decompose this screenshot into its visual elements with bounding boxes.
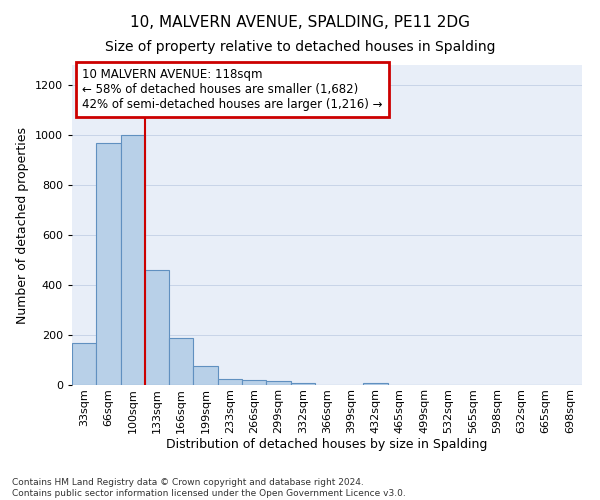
Text: Size of property relative to detached houses in Spalding: Size of property relative to detached ho… [105, 40, 495, 54]
Bar [266, 381, 290, 385]
Text: Contains HM Land Registry data © Crown copyright and database right 2024.
Contai: Contains HM Land Registry data © Crown c… [12, 478, 406, 498]
Bar [169, 338, 193, 385]
Bar [218, 379, 242, 385]
Bar [96, 142, 121, 385]
Bar [72, 342, 96, 385]
Bar [121, 135, 145, 385]
Bar [145, 270, 169, 385]
Y-axis label: Number of detached properties: Number of detached properties [16, 126, 29, 324]
Text: 10, MALVERN AVENUE, SPALDING, PE11 2DG: 10, MALVERN AVENUE, SPALDING, PE11 2DG [130, 15, 470, 30]
X-axis label: Distribution of detached houses by size in Spalding: Distribution of detached houses by size … [166, 438, 488, 452]
Bar [364, 382, 388, 385]
Bar [242, 380, 266, 385]
Bar [193, 366, 218, 385]
Bar [290, 382, 315, 385]
Text: 10 MALVERN AVENUE: 118sqm
← 58% of detached houses are smaller (1,682)
42% of se: 10 MALVERN AVENUE: 118sqm ← 58% of detac… [82, 68, 383, 111]
